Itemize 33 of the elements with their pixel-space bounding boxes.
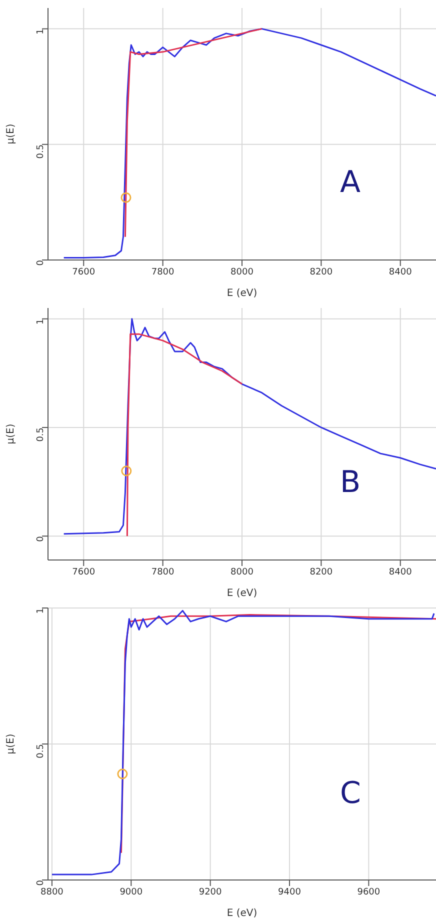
x-tick-label: 8200 [310, 567, 333, 578]
x-axis-title: E (eV) [226, 288, 258, 299]
y-axis-title: μ(E) [6, 734, 17, 754]
x-tick-label: 9000 [120, 887, 143, 898]
x-tick-label: 7800 [151, 567, 175, 578]
y-tick-label: 0.5 [36, 427, 46, 442]
y-tick-label: 0 [36, 880, 46, 886]
y-axis-title: μ(E) [6, 424, 17, 444]
x-tick-label: 8000 [230, 567, 254, 578]
y-tick-label: 1 [36, 608, 46, 614]
x-axis-title: E (eV) [226, 908, 258, 919]
x-tick-label: 8000 [230, 267, 254, 278]
x-tick-label: 9200 [198, 887, 222, 898]
x-tick-label: 7600 [72, 267, 96, 278]
y-tick-label: 1 [36, 28, 46, 35]
y-tick-label: 0.5 [36, 744, 46, 758]
x-tick-label: 7800 [151, 267, 175, 278]
y-tick-label: 0.5 [36, 144, 46, 159]
x-tick-label: 8400 [388, 267, 412, 278]
y-axis-title: μ(E) [6, 124, 17, 144]
x-tick-label: 9600 [357, 887, 380, 898]
annotation: C [340, 776, 361, 811]
x-tick-label: 8800 [40, 887, 64, 898]
annotation: B [340, 465, 361, 500]
y-tick-label: 0 [36, 536, 46, 542]
x-tick-label: 8200 [310, 267, 333, 278]
y-tick-label: 1 [36, 318, 46, 325]
x-tick-label: 8400 [388, 567, 412, 578]
x-tick-label: 7600 [72, 567, 96, 578]
x-tick-label: 9400 [278, 887, 302, 898]
x-axis-title: E (eV) [226, 588, 258, 599]
y-tick-label: 0 [36, 260, 46, 266]
annotation: A [340, 165, 361, 200]
